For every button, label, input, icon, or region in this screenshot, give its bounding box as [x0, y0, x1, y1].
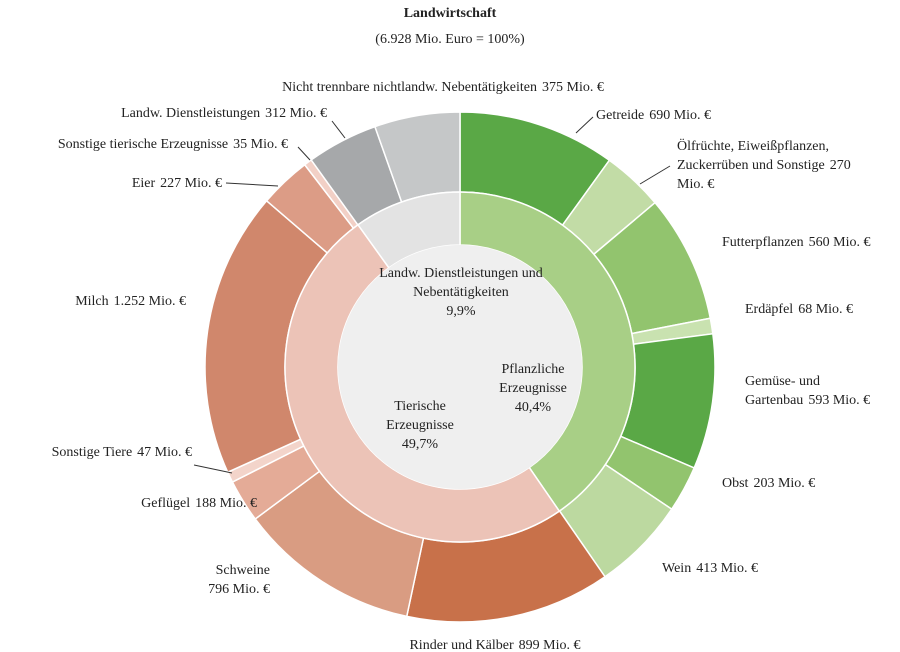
leader-line — [575, 116, 594, 134]
category-name: Geflügel — [141, 496, 191, 511]
category-name: Nicht trennbare nichtlandw. Nebentätigke… — [282, 80, 538, 95]
group-value: 40,4% — [514, 400, 552, 415]
segment-label: Eier 227 Mio. € — [52, 174, 222, 193]
center-circle — [338, 245, 582, 489]
segment-label: Milch 1.252 Mio. € — [16, 292, 186, 311]
value-label: 690 Mio. € — [649, 108, 712, 123]
segment-label: Geflügel 188 Mio. € — [87, 494, 257, 513]
segment-label: Gemüse- und Gartenbau 593 Mio. € — [745, 372, 895, 410]
category-name: Getreide — [596, 108, 645, 123]
category-name: Schweine — [215, 563, 270, 578]
segment-label: Ölfrüchte, Eiweißpflanzen, Zuckerrüben u… — [677, 137, 872, 194]
group-name: Landw. Dienstleistungen und Nebentätigke… — [379, 266, 543, 300]
segment-label: Sonstige Tiere 47 Mio. € — [0, 443, 192, 462]
chart-subtitle: (6.928 Mio. Euro = 100%) — [375, 32, 525, 47]
category-name: Sonstige Tiere — [51, 445, 133, 460]
leader-line — [297, 146, 311, 161]
value-label: 312 Mio. € — [265, 106, 327, 121]
value-label: 68 Mio. € — [798, 302, 854, 317]
chart-title: Landwirtschaft — [403, 6, 497, 21]
segment-label: Rinder und Kälber 899 Mio. € — [345, 636, 645, 652]
value-label: 796 Mio. € — [208, 582, 270, 597]
leader-line — [193, 464, 233, 474]
value-label: 899 Mio. € — [518, 638, 581, 652]
category-name: Erdäpfel — [745, 302, 794, 317]
segment-label: Nicht trennbare nichtlandw. Nebentätigke… — [190, 78, 696, 97]
category-name: Rinder und Kälber — [409, 638, 514, 652]
segment-label: Futterpflanzen 560 Mio. € — [722, 233, 900, 252]
value-label: 593 Mio. € — [808, 393, 871, 408]
group-value: 9,9% — [446, 304, 476, 319]
category-name: Sonstige tierische Erzeugnisse — [57, 137, 229, 152]
group-label: Pflanzliche Erzeugnisse 40,4% — [478, 360, 588, 417]
category-name: Eier — [131, 176, 156, 191]
category-name: Ölfrüchte, Eiweißpflanzen, Zuckerrüben u… — [677, 139, 829, 173]
leader-line — [639, 165, 671, 185]
value-label: 270 Mio. € — [677, 158, 851, 192]
category-name: Obst — [722, 476, 749, 491]
value-label: 375 Mio. € — [542, 80, 604, 95]
group-name: Tierische Erzeugnisse — [386, 399, 454, 433]
segment-label: Sonstige tierische Erzeugnisse 35 Mio. € — [0, 135, 288, 154]
group-label: Tierische Erzeugnisse 49,7% — [370, 397, 470, 454]
segment-label: Getreide 690 Mio. € — [596, 106, 796, 125]
value-label: 188 Mio. € — [195, 496, 257, 511]
category-name: Milch — [75, 294, 109, 309]
segment-label: Wein 413 Mio. € — [662, 559, 812, 578]
category-name: Landw. Dienstleistungen — [121, 106, 261, 121]
value-label: 47 Mio. € — [137, 445, 192, 460]
segment-label: Erdäpfel 68 Mio. € — [745, 300, 895, 319]
category-name: Gemüse- und Gartenbau — [745, 374, 821, 408]
segment-label: Landw. Dienstleistungen 312 Mio. € — [57, 104, 327, 123]
value-label: 1.252 Mio. € — [113, 294, 186, 309]
segment-label: Obst 203 Mio. € — [722, 474, 872, 493]
value-label: 413 Mio. € — [696, 561, 759, 576]
category-name: Futterpflanzen — [722, 235, 804, 250]
group-value: 49,7% — [401, 437, 439, 452]
value-label: 560 Mio. € — [808, 235, 871, 250]
group-name: Pflanzliche Erzeugnisse — [499, 362, 567, 396]
value-label: 35 Mio. € — [233, 137, 288, 152]
value-label: 227 Mio. € — [160, 176, 222, 191]
value-label: 203 Mio. € — [753, 476, 816, 491]
category-name: Wein — [662, 561, 692, 576]
group-label: Landw. Dienstleistungen und Nebentätigke… — [376, 264, 546, 321]
leader-line — [331, 120, 346, 139]
segment-label: Schweine 796 Mio. € — [170, 561, 270, 599]
leader-line — [225, 182, 279, 187]
